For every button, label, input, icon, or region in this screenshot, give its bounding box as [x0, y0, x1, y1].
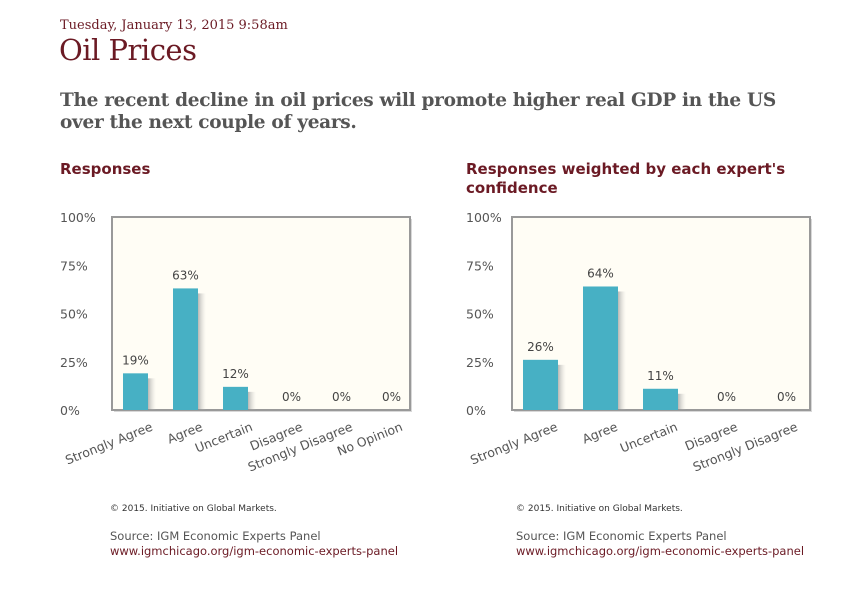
y-tick-label: 0% — [60, 403, 80, 418]
responses-panel: Responses 0% 25% 50% 75% 100% 19% Strongly Agr… — [60, 160, 450, 590]
data-label: 12% — [222, 367, 249, 381]
category-label: Strongly Agree — [63, 419, 155, 468]
data-label: 63% — [172, 268, 199, 282]
weighted-responses-bar-chart: 0% 25% 50% 75% 100% 26% Strongly Agree 64% Agree… — [466, 210, 812, 475]
source-link[interactable]: www.igmchicago.org/igm-economic-experts-… — [516, 544, 805, 558]
y-tick-label: 50% — [466, 307, 494, 322]
y-tick-label: 25% — [60, 355, 88, 370]
date-stamp: Tuesday, January 13, 2015 9:58am — [60, 18, 288, 33]
category-label: Strongly Agree — [468, 419, 560, 468]
bar-shadow — [148, 378, 156, 410]
panel-title: Responses weighted by each expert's conf… — [466, 160, 786, 197]
data-label: 11% — [647, 369, 674, 383]
data-label: 0% — [717, 390, 736, 404]
category-label: Uncertain — [618, 419, 680, 456]
category-label: Strongly Disagree — [691, 419, 800, 475]
data-label: 0% — [777, 390, 796, 404]
y-tick-label: 25% — [466, 355, 494, 370]
copyright-note: © 2015. Initiative on Global Markets. — [110, 504, 277, 514]
y-tick-label: 0% — [466, 403, 486, 418]
bar — [583, 286, 618, 410]
data-label: 0% — [282, 390, 301, 404]
page-title: Oil Prices — [59, 33, 197, 67]
bar — [123, 373, 148, 410]
y-tick-label: 75% — [466, 258, 494, 273]
bar — [523, 359, 558, 410]
category-label: Agree — [580, 419, 620, 447]
bar-shadow — [678, 393, 686, 410]
source-note: Source: IGM Economic Experts Panel www.i… — [516, 529, 816, 559]
source-note: Source: IGM Economic Experts Panel www.i… — [110, 529, 410, 559]
bar — [173, 288, 198, 410]
data-label: 0% — [332, 390, 351, 404]
bar-shadow — [618, 291, 626, 410]
source-label: Source: IGM Economic Experts Panel — [516, 529, 727, 543]
weighted-responses-panel: Responses weighted by each expert's conf… — [466, 160, 848, 590]
y-tick-label: 100% — [466, 210, 502, 225]
y-tick-label: 50% — [60, 307, 88, 322]
bar-shadow — [198, 293, 206, 410]
survey-question: The recent decline in oil prices will pr… — [60, 90, 776, 133]
source-label: Source: IGM Economic Experts Panel — [110, 529, 321, 543]
y-tick-label: 75% — [60, 258, 88, 273]
copyright-note: © 2015. Initiative on Global Markets. — [516, 504, 683, 514]
data-label: 19% — [122, 353, 149, 367]
bar — [223, 386, 248, 410]
category-label: Uncertain — [193, 419, 255, 456]
data-label: 26% — [527, 340, 554, 354]
data-label: 0% — [382, 390, 401, 404]
y-tick-label: 100% — [60, 210, 96, 225]
responses-bar-chart: 0%25%50%75%100%19%Strongly Agree63%Agree… — [60, 210, 412, 475]
plot-area — [111, 216, 411, 411]
bar-shadow — [558, 364, 566, 410]
bar — [643, 388, 678, 410]
data-label: 64% — [587, 266, 614, 280]
panel-title: Responses — [60, 160, 151, 178]
bar-shadow — [248, 391, 256, 410]
source-link[interactable]: www.igmchicago.org/igm-economic-experts-… — [110, 544, 399, 558]
